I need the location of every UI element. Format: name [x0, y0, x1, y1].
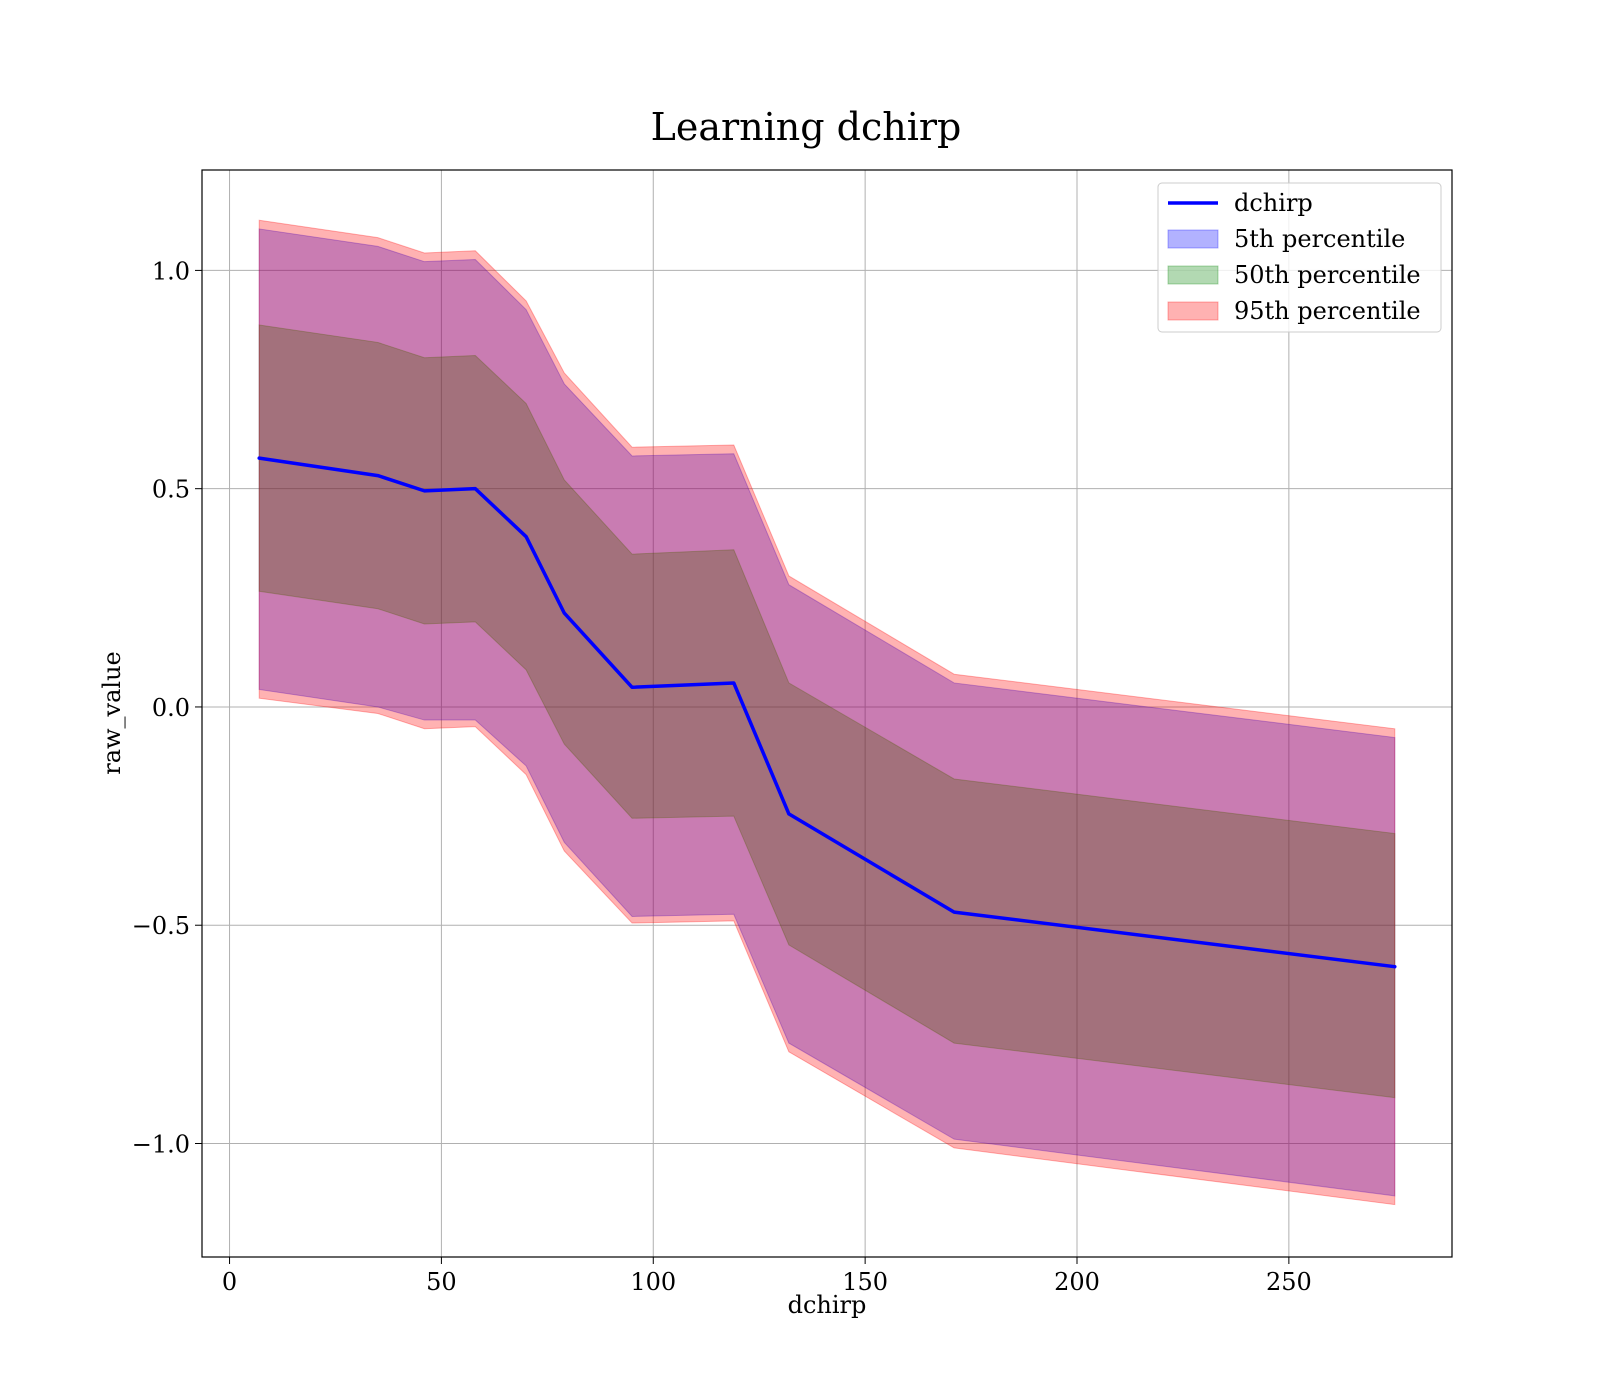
y-tick-label: −0.5	[132, 912, 190, 940]
legend-box	[1157, 182, 1442, 333]
chart-title: Learning dchirp	[651, 105, 962, 149]
y-axis-label: raw_value	[98, 651, 126, 775]
legend-label: 50th percentile	[1234, 261, 1421, 289]
x-tick-label: 200	[1054, 1268, 1100, 1296]
band-5th-percentile	[258, 228, 1396, 1197]
y-tick-label: 0.0	[152, 694, 190, 722]
legend: dchirp 5th percentile 50th percentile 95th …	[1157, 182, 1442, 333]
legend-swatch	[1167, 229, 1219, 249]
x-tick-label: 150	[842, 1268, 888, 1296]
y-axis: 1.0 0.5 0.0 −0.5 −1.0	[132, 257, 202, 1158]
band-95th-percentile	[258, 219, 1396, 1206]
x-tick-label: 50	[426, 1268, 457, 1296]
grid	[202, 170, 1452, 1257]
y-tick-label: −1.0	[132, 1130, 190, 1158]
y-tick-label: 1.0	[152, 257, 190, 285]
legend-label: dchirp	[1234, 189, 1313, 217]
plot-frame	[201, 169, 1453, 1258]
x-tick-label: 250	[1266, 1268, 1312, 1296]
band-50th-percentile	[258, 324, 1396, 1099]
series-line-dchirp	[257, 456, 1397, 969]
legend-label: 5th percentile	[1234, 225, 1405, 253]
x-tick-label: 0	[222, 1268, 237, 1296]
x-axis: 0 50 100 150 200 250	[222, 1257, 1312, 1296]
legend-swatch	[1167, 265, 1219, 285]
legend-label: 95th percentile	[1234, 297, 1421, 325]
lines	[257, 456, 1397, 969]
bands	[258, 219, 1396, 1206]
x-tick-label: 100	[630, 1268, 676, 1296]
legend-swatch	[1167, 301, 1219, 321]
x-axis-label: dchirp	[788, 1291, 867, 1319]
y-tick-label: 0.5	[152, 476, 190, 504]
